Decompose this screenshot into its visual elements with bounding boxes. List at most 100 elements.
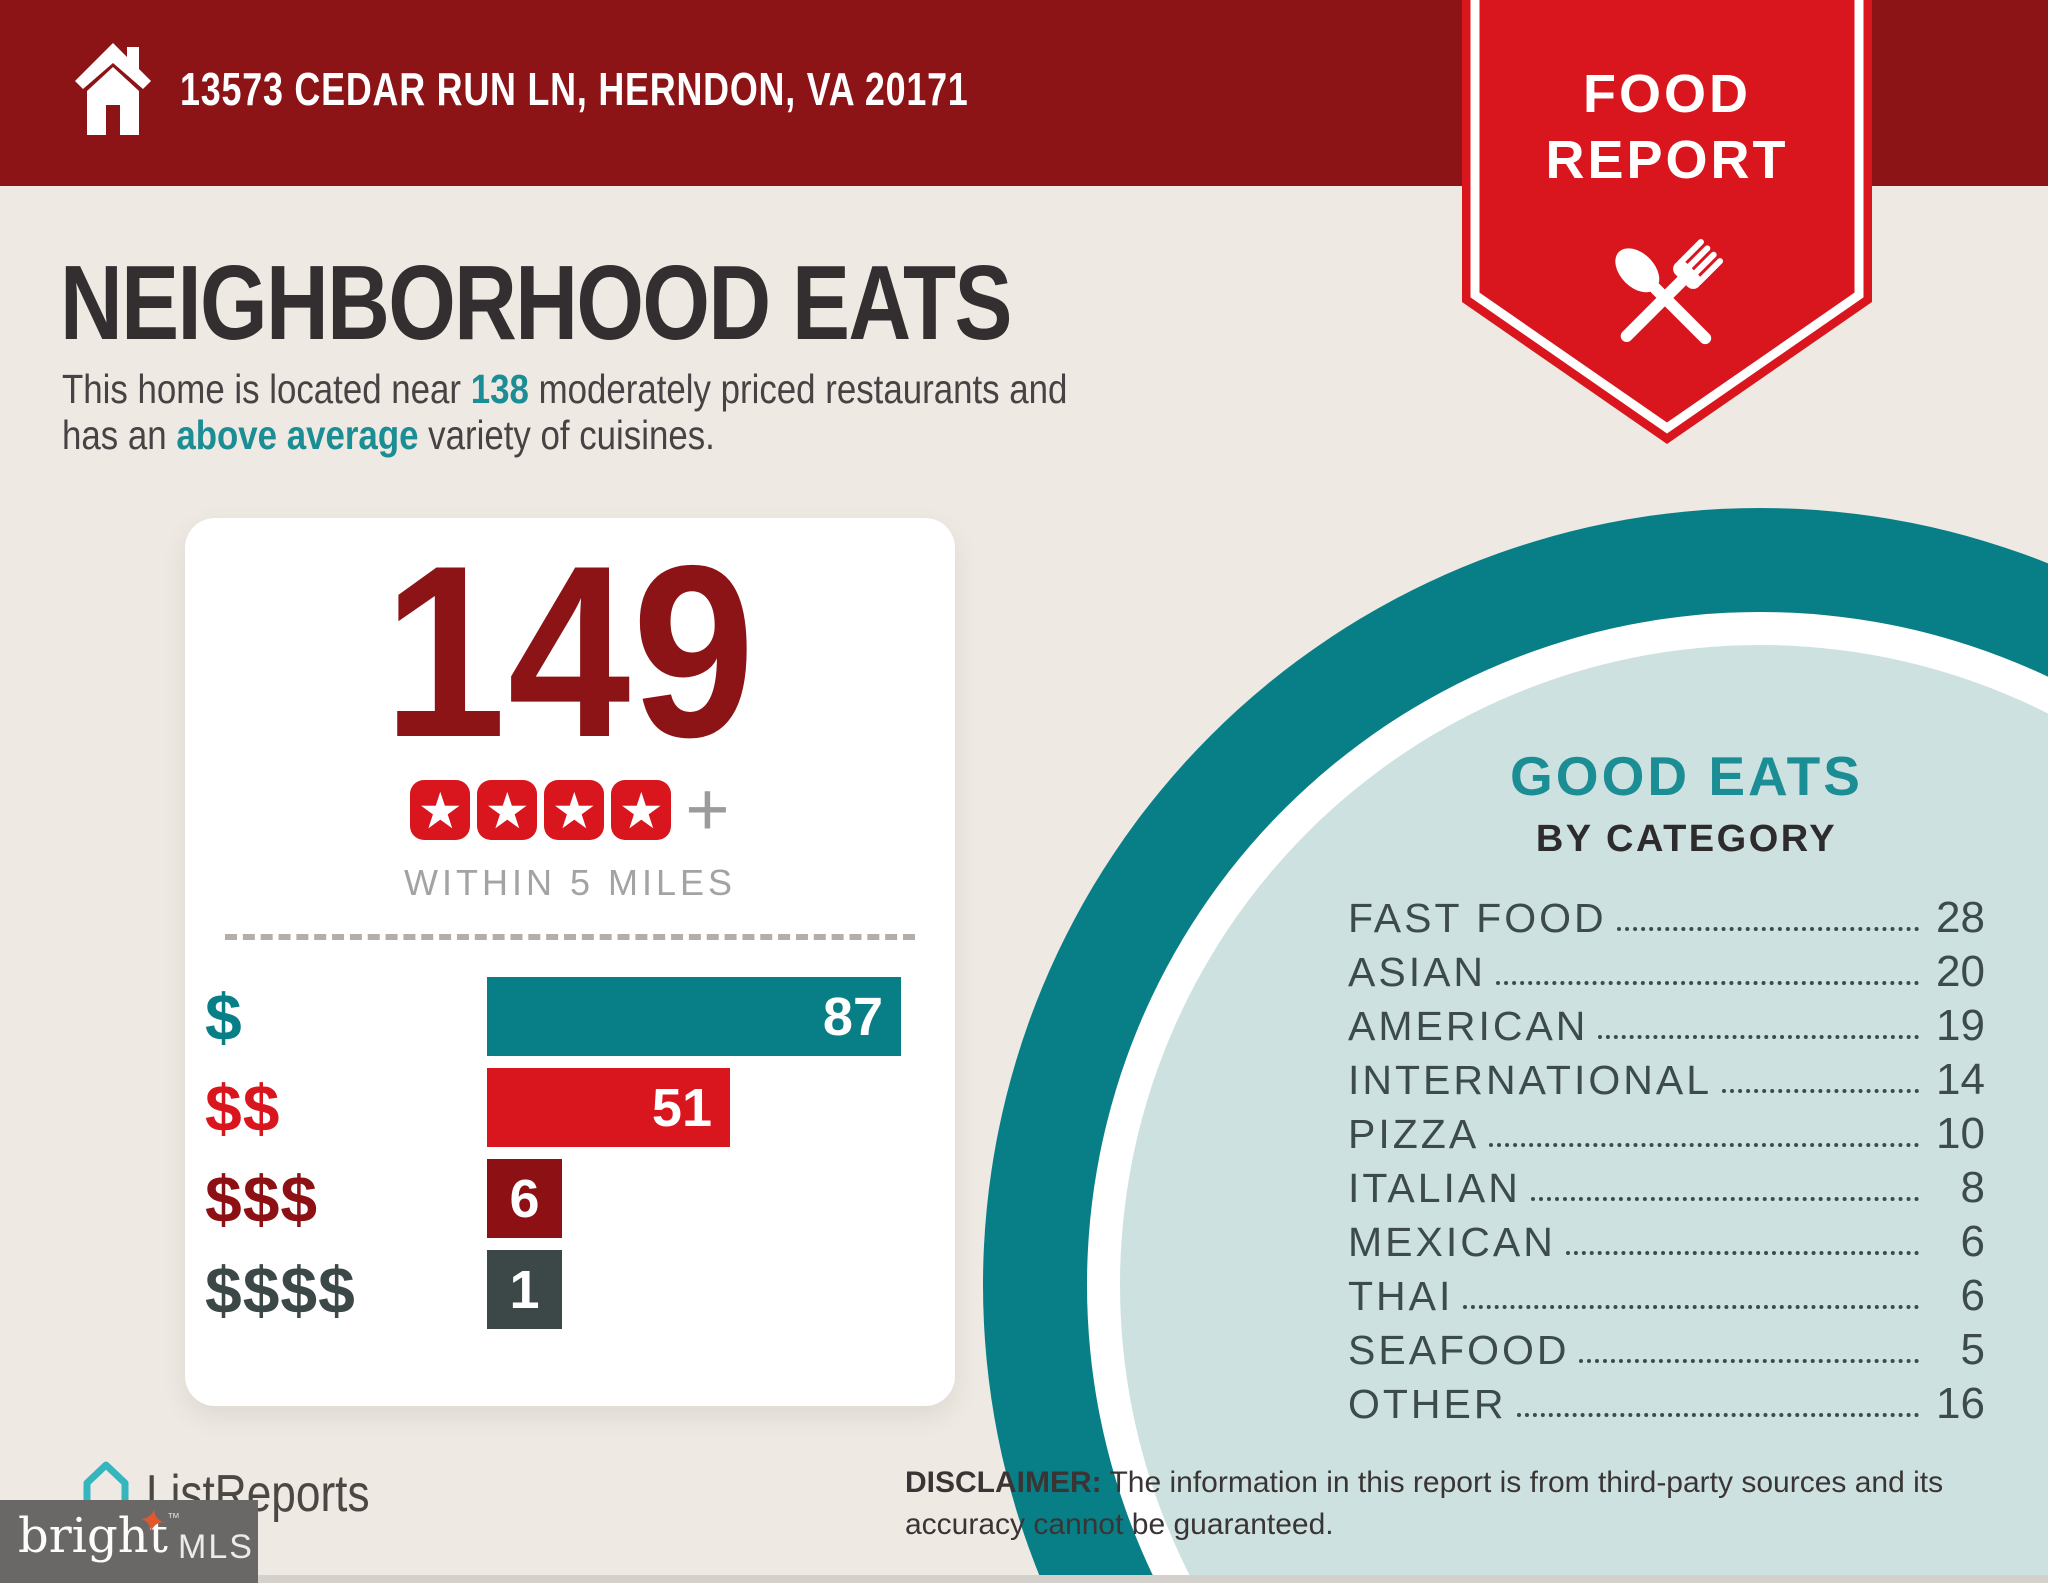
divider xyxy=(225,934,915,940)
category-value: 20 xyxy=(1936,947,1985,996)
intro-part2: moderately priced restaurants and xyxy=(528,366,1068,412)
bottom-strip xyxy=(0,1575,2048,1583)
intro-part1: This home is located near xyxy=(62,366,471,412)
disclaimer: DISCLAIMER: The information in this repo… xyxy=(905,1462,2020,1546)
star-icon: ★ xyxy=(410,780,471,840)
category-row: OTHER 16 xyxy=(1348,1377,1985,1431)
price-tier-row: $$$ 6 xyxy=(205,1159,955,1238)
price-tier-row: $$ 51 xyxy=(205,1068,955,1147)
dotted-leader xyxy=(1598,1035,1919,1039)
category-row: ITALIAN 8 xyxy=(1348,1161,1985,1215)
ribbon-border xyxy=(1470,0,1864,434)
dotted-leader xyxy=(1516,1413,1919,1417)
badge-line2: REPORT xyxy=(1545,130,1788,190)
dotted-leader xyxy=(1489,1143,1919,1147)
category-label: FAST FOOD xyxy=(1348,894,1607,941)
category-label: ITALIAN xyxy=(1348,1164,1521,1211)
category-label: OTHER xyxy=(1348,1380,1507,1427)
disclaimer-label: DISCLAIMER: xyxy=(905,1466,1102,1499)
bright-wordmark: bright xyxy=(18,1508,168,1564)
category-value: 5 xyxy=(1960,1325,1985,1374)
disclaimer-text: The information in this report is from t… xyxy=(905,1466,1944,1541)
bar-value: 6 xyxy=(509,1168,540,1229)
page-title: NEIGHBORHOOD EATS xyxy=(60,244,1012,362)
category-value: 16 xyxy=(1936,1379,1985,1428)
bar: 51 xyxy=(487,1068,730,1147)
dotted-leader xyxy=(1722,1089,1919,1093)
intro-part3: has an xyxy=(62,412,177,458)
property-address: 13573 CEDAR RUN LN, HERNDON, VA 20171 xyxy=(180,63,969,115)
food-report-badge: FOOD REPORT xyxy=(1462,0,1872,444)
dotted-leader xyxy=(1530,1197,1919,1201)
price-tier-row: $87 xyxy=(205,977,955,1056)
category-label: THAI xyxy=(1348,1272,1454,1319)
category-label: AMERICAN xyxy=(1348,1002,1589,1049)
dotted-leader xyxy=(1565,1251,1919,1255)
star-icon: ★ xyxy=(477,780,538,840)
bar: 87 xyxy=(487,977,901,1056)
category-row: THAI 6 xyxy=(1348,1269,1985,1323)
bar: 1 xyxy=(487,1250,562,1329)
category-value: 19 xyxy=(1936,1001,1985,1050)
restaurant-count: 138 xyxy=(470,366,529,412)
trademark-symbol: ™ xyxy=(167,1510,180,1525)
category-value: 14 xyxy=(1936,1055,1985,1104)
category-label: ASIAN xyxy=(1348,948,1487,995)
brightmls-logo: bright ✦ ™ MLS xyxy=(0,1500,258,1583)
radius-caption: WITHIN 5 MILES xyxy=(403,862,737,903)
category-row: INTERNATIONAL 14 xyxy=(1348,1053,1985,1107)
category-row: MEXICAN 6 xyxy=(1348,1215,1985,1269)
star-icon: ★ xyxy=(611,780,672,840)
category-label: SEAFOOD xyxy=(1348,1326,1570,1373)
spoon-fork-icon xyxy=(1615,239,1724,345)
bar-value: 87 xyxy=(822,986,883,1047)
restaurant-total: 149 xyxy=(383,514,757,788)
dotted-leader xyxy=(1463,1305,1919,1309)
intro-text: This home is located near 138 moderately… xyxy=(62,366,1067,458)
category-label: MEXICAN xyxy=(1348,1218,1556,1265)
dotted-leader xyxy=(1496,981,1919,985)
category-value: 6 xyxy=(1960,1271,1985,1320)
stars: ★ ★ ★ ★ xyxy=(410,780,672,840)
bar-track: 51 xyxy=(487,1068,955,1147)
mls-wordmark: MLS xyxy=(178,1528,254,1566)
category-value: 8 xyxy=(1960,1163,1985,1212)
bar-track: 87 xyxy=(487,977,955,1056)
rating-row: ★ ★ ★ ★ + xyxy=(185,767,955,852)
price-tier-row: $$$$ 1 xyxy=(205,1250,955,1329)
category-row: FAST FOOD 28 xyxy=(1348,891,1985,945)
price-tier-label: $$$ xyxy=(205,1161,319,1236)
category-label: PIZZA xyxy=(1348,1110,1480,1157)
bright-star-icon: ✦ xyxy=(135,1501,170,1543)
bar-track: 6 xyxy=(487,1159,955,1238)
category-row: SEAFOOD 5 xyxy=(1348,1323,1985,1377)
category-row: AMERICAN 19 xyxy=(1348,999,1985,1053)
ribbon-shape xyxy=(1462,0,1872,444)
price-tier-label: $$ xyxy=(205,1070,281,1145)
dotted-leader xyxy=(1616,927,1919,931)
dotted-leader xyxy=(1579,1359,1919,1363)
bar-track: 1 xyxy=(487,1250,955,1329)
restaurant-summary-card: 149 ★ ★ ★ ★ + WITHIN 5 MILES $87 $$ 51 $$$ 6 $$$… xyxy=(185,518,955,1406)
bar: 6 xyxy=(487,1159,562,1238)
good-eats-section: GOOD EATS BY CATEGORY FAST FOOD 28 ASIAN 20… xyxy=(1348,744,1985,1428)
plus-icon: + xyxy=(685,767,730,852)
bar-value: 1 xyxy=(509,1259,540,1320)
price-chart: $87 $$ 51 $$$ 6 $$$$ 1 xyxy=(205,977,955,1329)
price-tier-label: $$$$ xyxy=(205,1252,356,1327)
badge-line1: FOOD xyxy=(1583,64,1751,124)
category-row: PIZZA 10 xyxy=(1348,1107,1985,1161)
star-icon: ★ xyxy=(544,780,605,840)
price-tier-label: $ xyxy=(205,979,243,1054)
variety-highlight: above average xyxy=(176,412,419,458)
category-value: 6 xyxy=(1960,1217,1985,1266)
category-row: ASIAN 20 xyxy=(1348,945,1985,999)
category-label: INTERNATIONAL xyxy=(1348,1056,1712,1103)
category-value: 28 xyxy=(1936,893,1985,942)
good-eats-subtitle: BY CATEGORY xyxy=(1535,818,1838,860)
home-icon xyxy=(75,43,151,135)
good-eats-list: FAST FOOD 28 ASIAN 20 AMERICAN 19 INTERNATIONA… xyxy=(1348,891,1985,1431)
intro-part4: variety of cuisines. xyxy=(418,412,715,458)
good-eats-title: GOOD EATS xyxy=(1510,745,1863,807)
